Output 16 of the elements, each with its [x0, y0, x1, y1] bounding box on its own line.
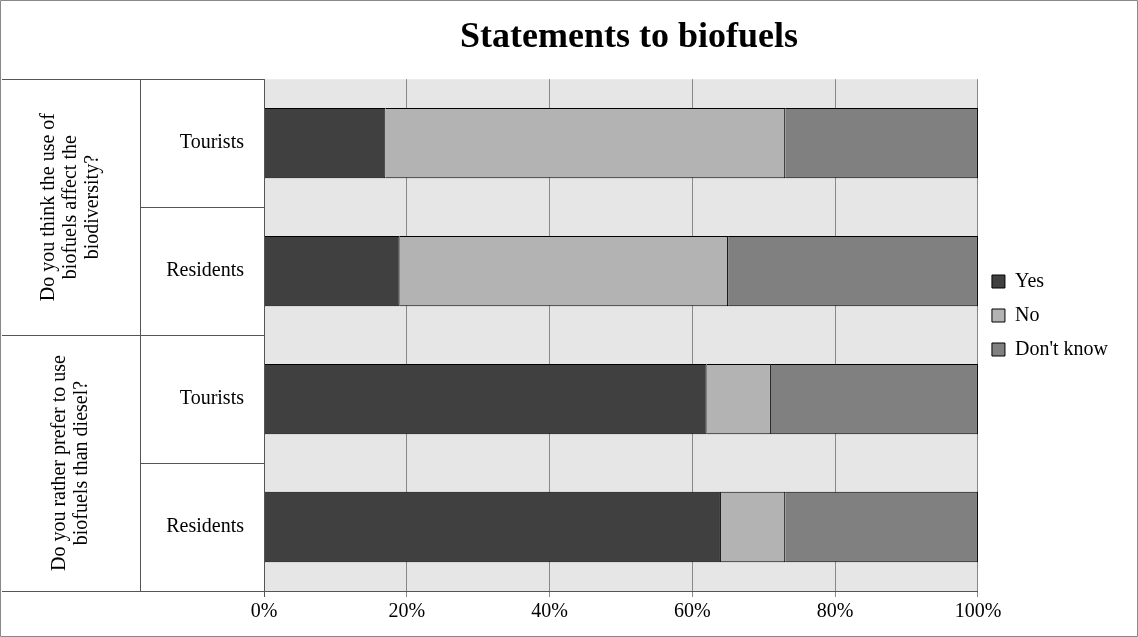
x-tick-label: 20%	[388, 599, 426, 622]
x-tick-label: 100%	[954, 599, 1002, 622]
text: Do you rather prefer to use biofuels than diesel?	[47, 354, 92, 572]
y-tick-label: Residents	[166, 514, 245, 537]
x-tick-label: 60%	[674, 599, 711, 622]
y-tick-label: Residents	[166, 258, 245, 281]
x-tick-label: 0%	[250, 599, 278, 622]
y-tick-label: Tourists	[179, 386, 245, 409]
x-tick-label: 40%	[531, 599, 568, 622]
x-tick-label: 80%	[816, 599, 854, 622]
y-tick-label: Tourists	[179, 130, 245, 153]
legend-label: Don't know	[1014, 336, 1109, 359]
chart-title: Statements to biofuels	[460, 14, 798, 55]
legend-label: Yes	[1014, 268, 1045, 291]
legend-label: No	[1014, 302, 1040, 325]
text: Do you think the use of biofuels affect the biodiversity?	[36, 112, 104, 302]
